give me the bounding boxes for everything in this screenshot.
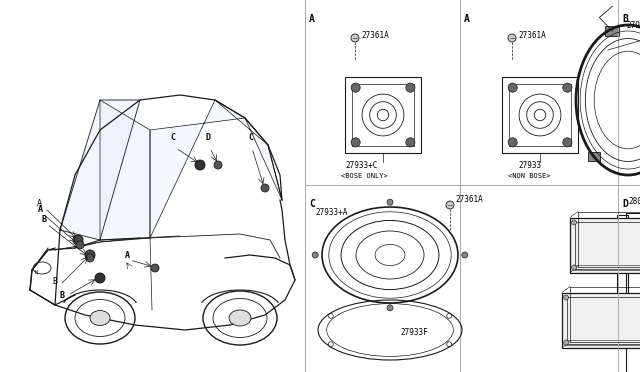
Circle shape [73, 235, 83, 245]
Circle shape [387, 199, 393, 205]
Text: 27933+B: 27933+B [626, 21, 640, 30]
Circle shape [563, 340, 568, 345]
Circle shape [446, 201, 454, 209]
Circle shape [351, 83, 360, 92]
Ellipse shape [90, 311, 110, 326]
Text: A: A [37, 199, 42, 208]
Text: 27361A: 27361A [361, 32, 388, 41]
Ellipse shape [229, 310, 251, 326]
Circle shape [563, 138, 572, 147]
Bar [588, 152, 600, 161]
Bar [509, 84, 571, 146]
Text: 27933F: 27933F [400, 328, 428, 337]
Circle shape [572, 220, 577, 225]
Text: C: C [248, 133, 253, 142]
Text: C: C [309, 199, 315, 209]
Circle shape [563, 295, 568, 300]
Circle shape [351, 34, 359, 42]
Polygon shape [100, 100, 150, 240]
Polygon shape [60, 100, 140, 240]
Text: N: N [35, 270, 38, 275]
Text: A: A [38, 205, 43, 214]
Circle shape [86, 254, 94, 262]
Text: 28060Q: 28060Q [628, 197, 640, 206]
Circle shape [195, 160, 205, 170]
Circle shape [76, 241, 84, 249]
Circle shape [508, 83, 517, 92]
Text: 27361A: 27361A [455, 196, 483, 205]
Circle shape [406, 138, 415, 147]
Circle shape [563, 83, 572, 92]
Polygon shape [150, 100, 245, 238]
Bar [573, 264, 640, 269]
Text: 27933: 27933 [518, 161, 541, 170]
Text: A: A [309, 14, 315, 24]
Bar [570, 218, 640, 273]
Circle shape [572, 265, 577, 270]
Circle shape [462, 252, 468, 258]
Circle shape [312, 252, 318, 258]
Text: A: A [464, 14, 470, 24]
Circle shape [261, 184, 269, 192]
Bar [617, 215, 628, 330]
Circle shape [387, 305, 393, 311]
Text: D: D [205, 133, 210, 142]
Circle shape [95, 273, 105, 283]
Circle shape [406, 83, 415, 92]
Bar [567, 296, 640, 343]
Circle shape [508, 34, 516, 42]
Circle shape [351, 138, 360, 147]
Text: <NON BOSE>: <NON BOSE> [508, 173, 550, 179]
Circle shape [151, 264, 159, 272]
Text: B: B [622, 14, 628, 24]
Bar [605, 26, 620, 36]
Text: C: C [170, 133, 175, 142]
Text: 27933+C: 27933+C [345, 161, 378, 170]
Text: A: A [125, 251, 130, 260]
Text: D: D [622, 199, 628, 209]
Bar [626, 213, 640, 372]
Circle shape [85, 250, 95, 260]
Bar [565, 340, 640, 344]
Text: B: B [52, 276, 57, 285]
Bar [575, 221, 640, 269]
Text: <BOSE ONLY>: <BOSE ONLY> [341, 173, 388, 179]
Bar [502, 77, 578, 153]
Text: B: B [60, 291, 65, 300]
Circle shape [508, 138, 517, 147]
Bar [352, 84, 414, 146]
Bar [345, 77, 421, 153]
Circle shape [214, 161, 222, 169]
Text: B: B [42, 215, 47, 224]
Text: 27933+A: 27933+A [315, 208, 348, 217]
Text: 27361A: 27361A [518, 32, 546, 41]
Bar [562, 292, 640, 347]
Polygon shape [215, 100, 282, 200]
